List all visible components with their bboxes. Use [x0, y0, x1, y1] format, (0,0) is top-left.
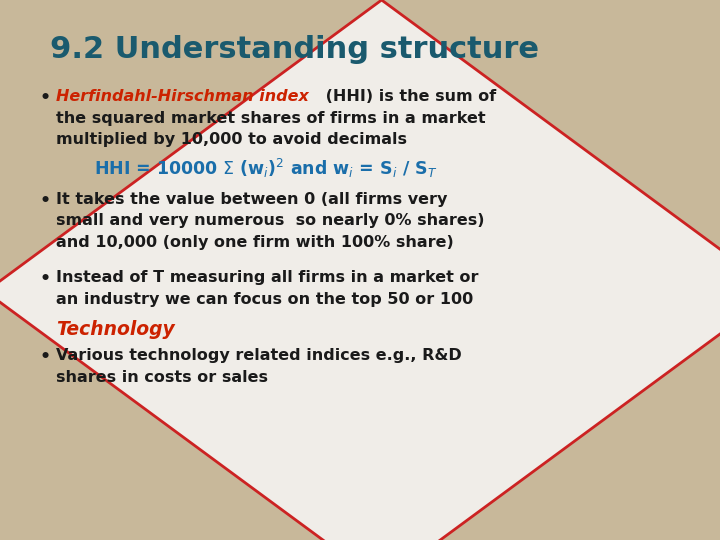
Text: •: • [40, 348, 50, 366]
Text: the squared market shares of firms in a market: the squared market shares of firms in a … [56, 111, 486, 126]
Text: Instead of T measuring all firms in a market or: Instead of T measuring all firms in a ma… [56, 270, 479, 285]
Text: •: • [40, 270, 50, 288]
Text: 9.2 Understanding structure: 9.2 Understanding structure [50, 35, 539, 64]
Text: and 10,000 (only one firm with 100% share): and 10,000 (only one firm with 100% shar… [56, 235, 454, 250]
Text: HHI = 10000 $\Sigma$ (w$_i$)$^2$ and w$_i$ = S$_i$ / S$_T$: HHI = 10000 $\Sigma$ (w$_i$)$^2$ and w$_… [94, 157, 437, 180]
Text: shares in costs or sales: shares in costs or sales [56, 370, 268, 385]
Text: Various technology related indices e.g., R&D: Various technology related indices e.g.,… [56, 348, 462, 363]
Text: •: • [40, 192, 50, 210]
Text: an industry we can focus on the top 50 or 100: an industry we can focus on the top 50 o… [56, 292, 474, 307]
Text: Technology: Technology [56, 320, 175, 339]
Text: (HHI) is the sum of: (HHI) is the sum of [320, 89, 497, 104]
Text: It takes the value between 0 (all firms very: It takes the value between 0 (all firms … [56, 192, 448, 207]
Text: Herfindahl-Hirschman index: Herfindahl-Hirschman index [56, 89, 309, 104]
Text: multiplied by 10,000 to avoid decimals: multiplied by 10,000 to avoid decimals [56, 132, 408, 147]
Text: small and very numerous  so nearly 0% shares): small and very numerous so nearly 0% sha… [56, 213, 485, 228]
Text: •: • [40, 89, 50, 107]
